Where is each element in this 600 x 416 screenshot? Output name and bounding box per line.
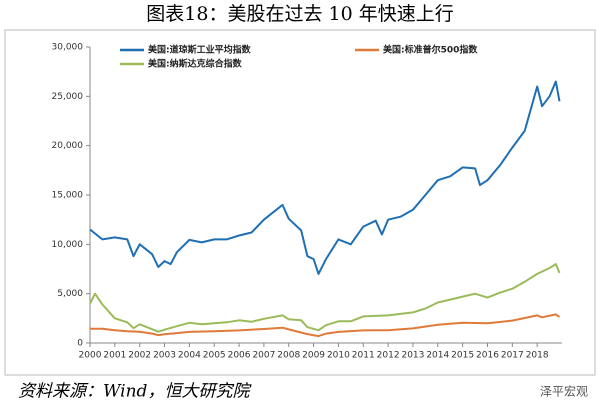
x-tick-label: 2007 — [252, 351, 275, 361]
x-tick-label: 2002 — [128, 351, 151, 361]
legend-label: 美国:标准普尔500指数 — [383, 44, 478, 56]
x-tick-label: 2000 — [79, 351, 102, 361]
x-tick-label: 2017 — [501, 351, 524, 361]
y-tick-label: 30,000 — [52, 43, 84, 53]
y-tick-label: 15,000 — [52, 191, 84, 201]
legend-label: 美国:道琼斯工业平均指数 — [148, 44, 252, 56]
x-tick-label: 2010 — [327, 351, 350, 361]
x-tick-label: 2001 — [103, 351, 126, 361]
x-tick-label: 2015 — [451, 351, 474, 361]
x-tick-label: 2012 — [377, 351, 400, 361]
y-tick-label: 25,000 — [52, 92, 84, 102]
source-note: 资料来源：Wind，恒大研究院 — [18, 382, 252, 402]
y-tick-label: 0 — [77, 339, 83, 349]
x-tick-label: 2013 — [401, 351, 424, 361]
x-tick-label: 2009 — [302, 351, 325, 361]
x-tick-label: 2018 — [526, 351, 549, 361]
chart-title: 图表18：美股在过去 10 年快速上行 — [146, 3, 453, 25]
legend-label: 美国:纳斯达克综合指数 — [148, 58, 243, 70]
series-line — [90, 313, 561, 338]
y-tick-label: 5,000 — [57, 289, 83, 299]
x-tick-label: 2006 — [228, 351, 251, 361]
x-tick-label: 2008 — [277, 351, 300, 361]
series-line — [89, 263, 561, 333]
x-tick-label: 2014 — [426, 351, 449, 361]
x-tick-label: 2005 — [203, 351, 226, 361]
watermark: 泽平宏观 — [540, 384, 588, 399]
y-tick-label: 10,000 — [52, 240, 84, 250]
chart-frame — [4, 29, 596, 376]
x-tick-label: 2003 — [153, 351, 176, 361]
x-tick-label: 2011 — [352, 351, 375, 361]
x-tick-label: 2004 — [178, 351, 201, 361]
y-tick-label: 20,000 — [52, 141, 84, 151]
series-line — [89, 80, 561, 275]
x-tick-label: 2016 — [476, 351, 499, 361]
